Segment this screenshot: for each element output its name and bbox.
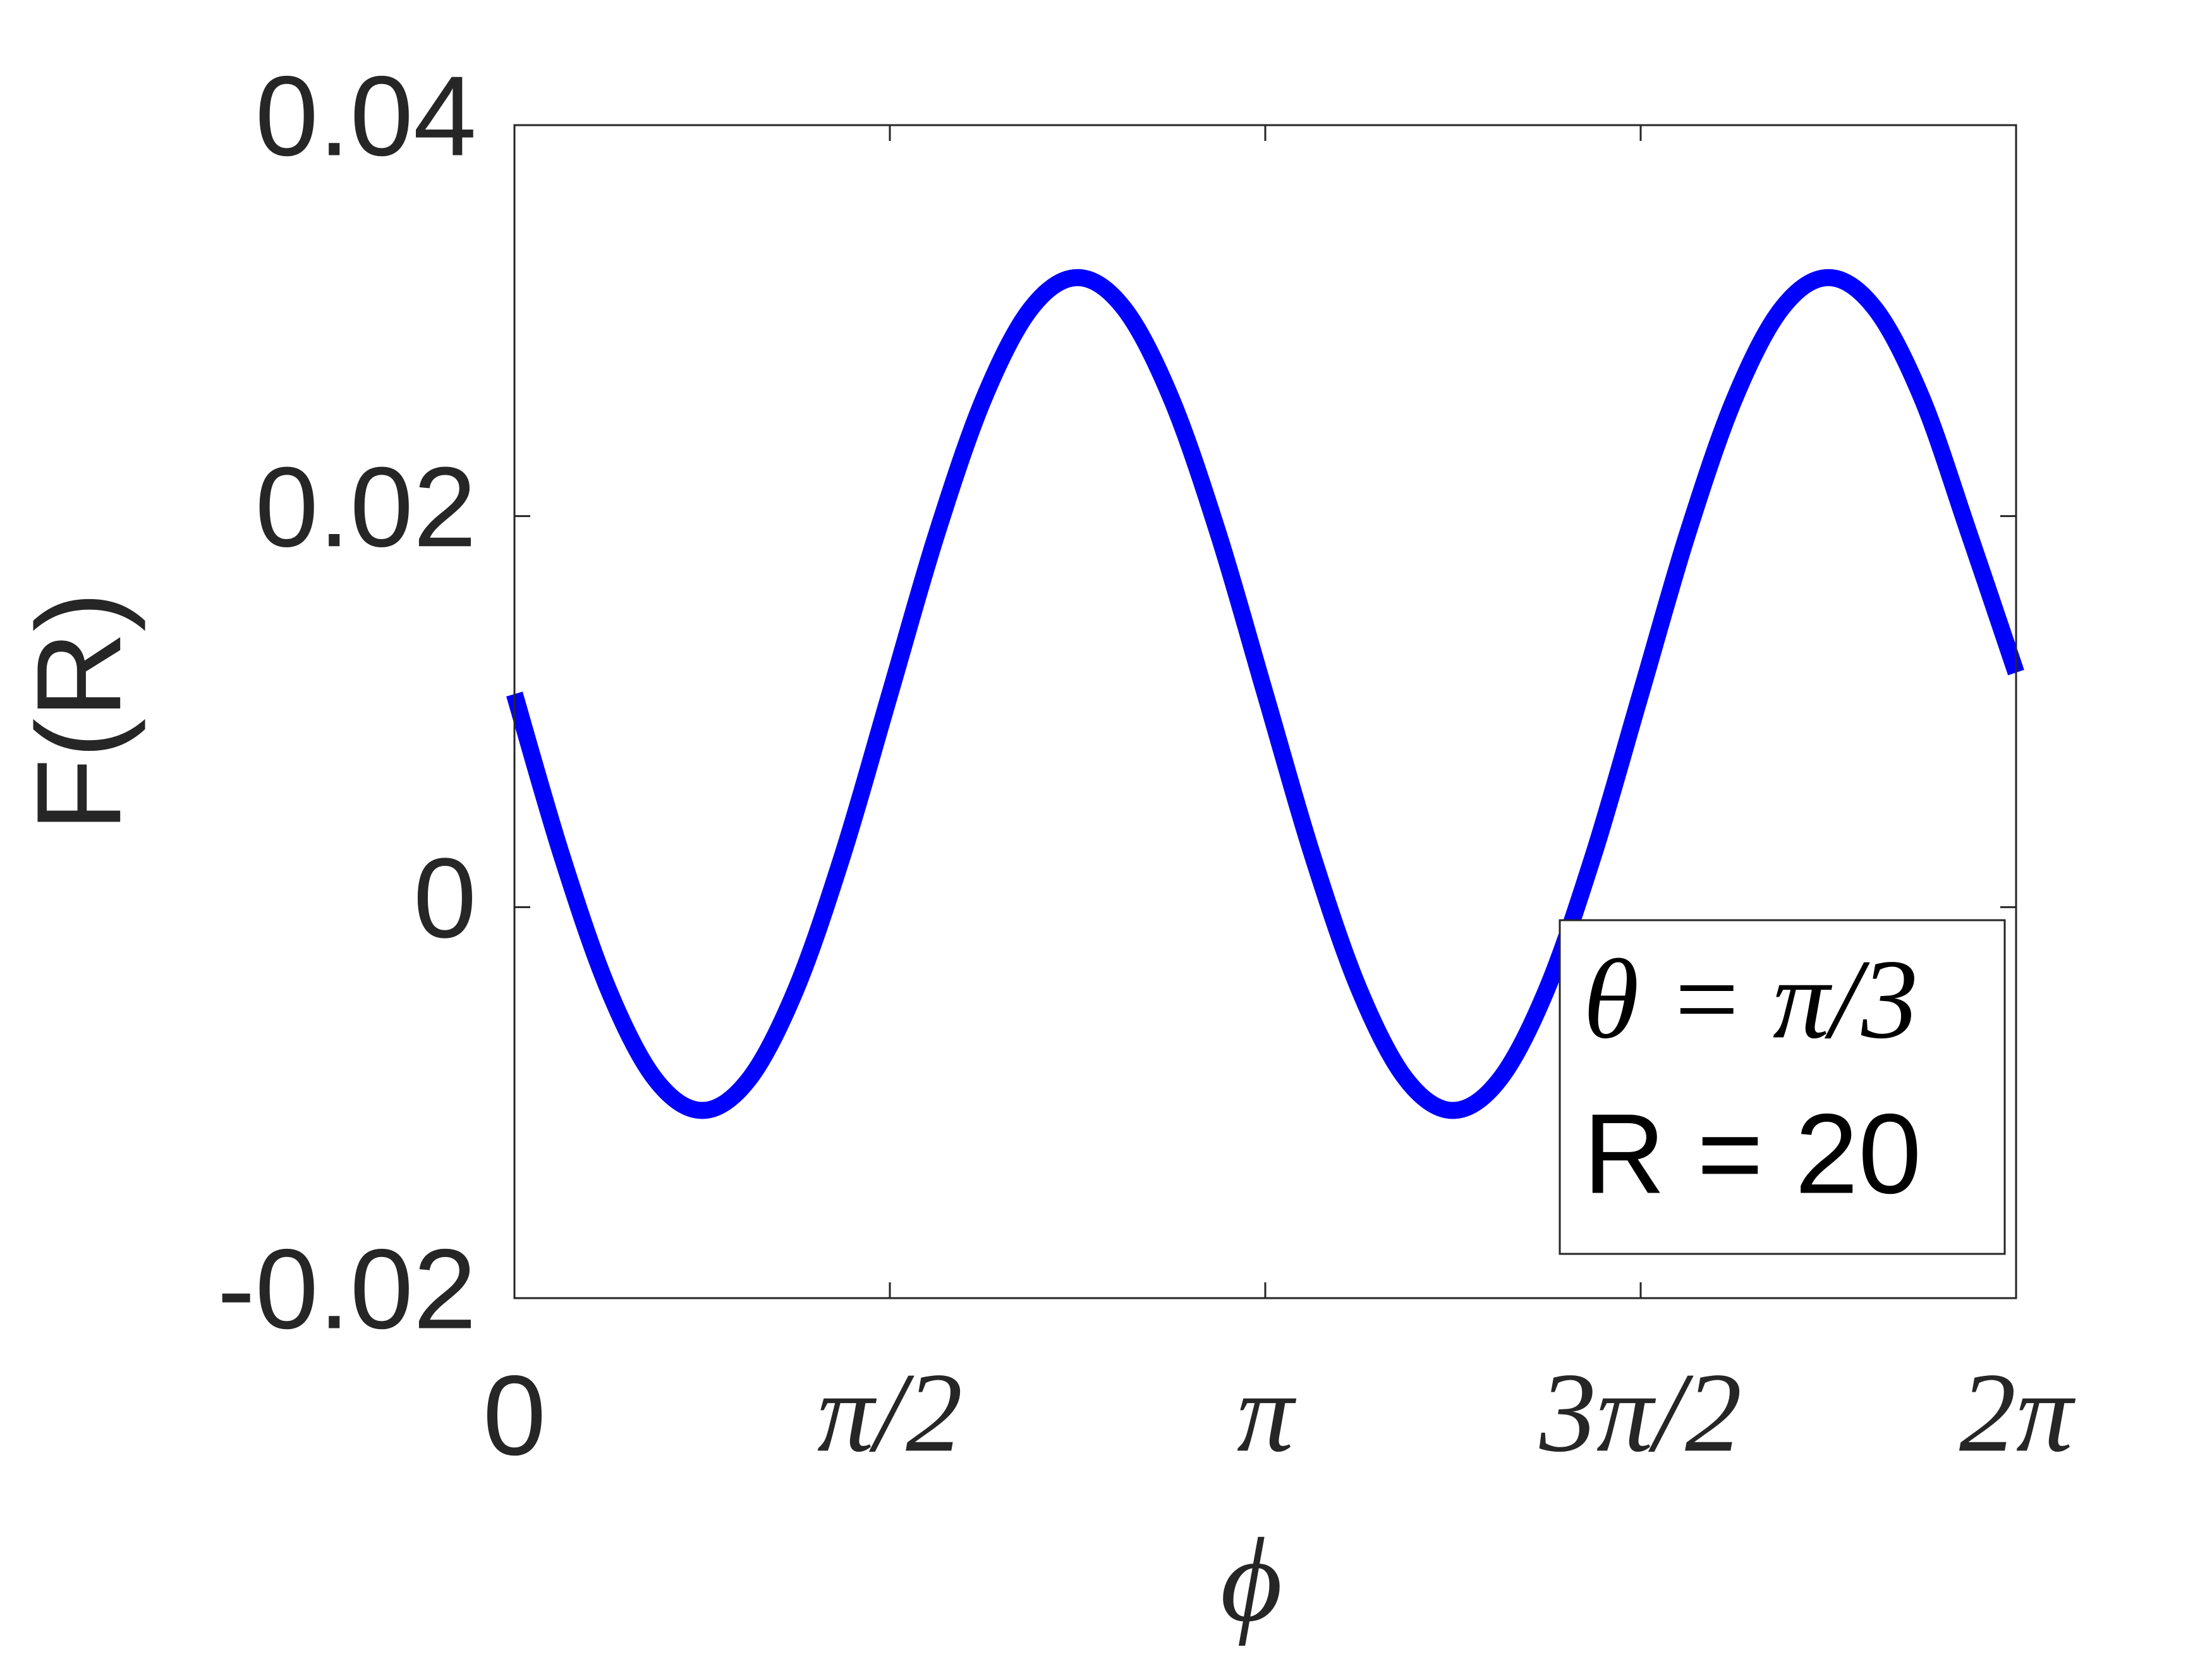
legend-box bbox=[1559, 919, 2006, 1255]
y-axis-label: F(R) bbox=[12, 592, 146, 832]
annotation: R = 20 bbox=[1583, 1091, 1921, 1218]
annotation: θ = π/3 bbox=[1583, 936, 1918, 1062]
x-tick-label: π bbox=[1237, 1349, 1297, 1475]
y-tick-label: 0 bbox=[413, 835, 477, 962]
y-tick-label: 0.02 bbox=[255, 444, 477, 571]
line bbox=[506, 269, 2024, 1119]
y-tick-label: -0.02 bbox=[217, 1226, 477, 1353]
x-tick-label: 3π/2 bbox=[1539, 1349, 1742, 1475]
x-tick-label: π/2 bbox=[817, 1349, 963, 1475]
x-tick-label: 2π bbox=[1959, 1349, 2076, 1475]
y-tick-label: 0.04 bbox=[255, 53, 477, 180]
x-tick-label: 0 bbox=[483, 1352, 546, 1480]
plot-frame bbox=[513, 124, 2017, 1299]
x-axis-label: ϕ bbox=[1220, 1514, 1282, 1647]
